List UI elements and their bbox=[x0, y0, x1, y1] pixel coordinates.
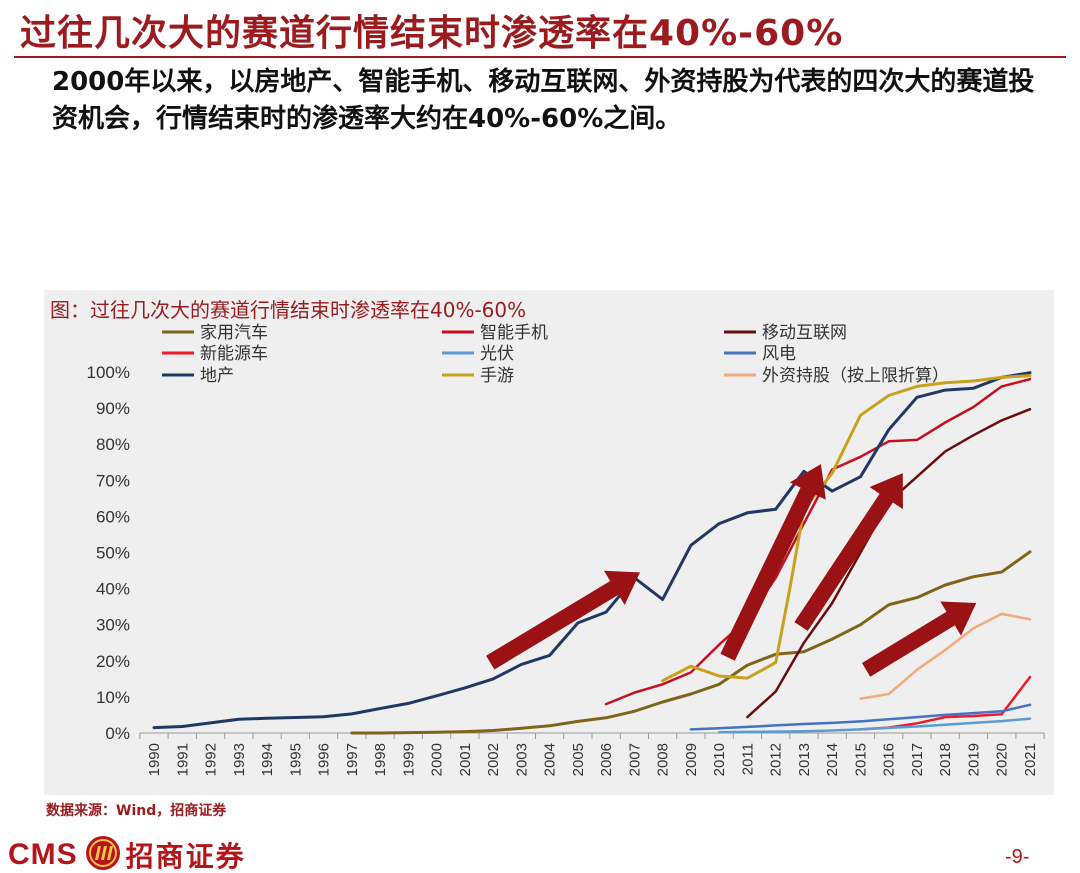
legend-item: 家用汽车 bbox=[162, 323, 268, 343]
y-tick-label: 90% bbox=[96, 399, 130, 418]
x-tick-label: 2009 bbox=[683, 743, 700, 776]
series-line bbox=[661, 374, 1032, 683]
y-tick-label: 20% bbox=[96, 652, 130, 671]
slide-subtitle: 2000年以来，以房地产、智能手机、移动互联网、外资持股为代表的四次大的赛道投资… bbox=[52, 67, 1035, 134]
x-tick-label: 2017 bbox=[909, 743, 926, 776]
x-tick-label: 2011 bbox=[739, 743, 756, 775]
x-tick-label: 1999 bbox=[400, 743, 417, 776]
legend-item: 智能手机 bbox=[442, 323, 548, 343]
logo-emblem-icon bbox=[84, 834, 122, 873]
x-tick-label: 2005 bbox=[570, 743, 587, 776]
trend-arrow bbox=[794, 473, 903, 631]
x-tick-label: 1996 bbox=[316, 743, 333, 776]
y-tick-label: 30% bbox=[96, 616, 130, 635]
x-tick-label: 2013 bbox=[796, 743, 813, 776]
series-line bbox=[350, 550, 1032, 735]
logo-cms-text: CMS bbox=[8, 838, 78, 871]
x-tick-label: 2010 bbox=[711, 743, 728, 776]
legend-label: 智能手机 bbox=[480, 323, 548, 343]
legend-label: 外资持股（按上限折算） bbox=[762, 366, 949, 386]
chart-title: 图：过往几次大的赛道行情结束时渗透率在40%-60% bbox=[50, 298, 527, 322]
x-tick-label: 2003 bbox=[513, 743, 530, 776]
legend-label: 风电 bbox=[762, 344, 796, 364]
trend-arrow bbox=[862, 601, 977, 677]
y-tick-label: 60% bbox=[96, 507, 130, 526]
x-tick-label: 2015 bbox=[852, 743, 869, 776]
series-line bbox=[859, 612, 1032, 700]
data-source: 数据来源：Wind，招商证券 bbox=[46, 803, 227, 819]
y-tick-label: 0% bbox=[105, 724, 130, 743]
x-tick-label: 2019 bbox=[965, 743, 982, 776]
legend-label: 地产 bbox=[200, 366, 234, 386]
x-tick-label: 1994 bbox=[259, 743, 276, 776]
x-tick-label: 1990 bbox=[146, 743, 163, 776]
legend-label: 移动互联网 bbox=[762, 323, 847, 343]
y-tick-label: 100% bbox=[87, 363, 130, 382]
y-tick-label: 50% bbox=[96, 544, 130, 563]
y-tick-label: 10% bbox=[96, 688, 130, 707]
legend-label: 新能源车 bbox=[200, 344, 268, 364]
trend-arrow bbox=[720, 464, 826, 661]
series-line bbox=[746, 407, 1032, 719]
x-tick-label: 1991 bbox=[174, 743, 191, 776]
page-number: -9- bbox=[1005, 846, 1030, 868]
x-tick-label: 2016 bbox=[881, 743, 898, 776]
x-tick-label: 1998 bbox=[372, 743, 389, 776]
x-tick-label: 1993 bbox=[231, 743, 248, 776]
x-tick-label: 2021 bbox=[1022, 743, 1039, 776]
y-tick-label: 40% bbox=[96, 580, 130, 599]
x-tick-label: 2002 bbox=[485, 743, 502, 776]
logo-company-name: 招商证券 bbox=[125, 840, 246, 873]
x-tick-label: 2012 bbox=[768, 743, 785, 776]
series-line bbox=[152, 371, 1032, 730]
x-tick-label: 2018 bbox=[937, 743, 954, 776]
x-tick-label: 2004 bbox=[542, 743, 559, 776]
y-tick-label: 80% bbox=[96, 435, 130, 454]
series-line bbox=[717, 717, 1032, 734]
legend-item: 地产 bbox=[162, 366, 234, 386]
series-line bbox=[689, 703, 1032, 731]
legend-label: 手游 bbox=[480, 366, 514, 386]
x-tick-label: 2008 bbox=[655, 743, 672, 776]
x-tick-label: 1995 bbox=[287, 743, 304, 776]
legend-item: 新能源车 bbox=[162, 344, 268, 364]
legend-item: 移动互联网 bbox=[724, 323, 847, 343]
legend-label: 家用汽车 bbox=[200, 323, 268, 343]
x-tick-label: 2014 bbox=[824, 743, 841, 776]
x-tick-label: 1992 bbox=[203, 743, 220, 776]
x-tick-label: 2000 bbox=[429, 743, 446, 776]
company-logo: CMS 招商证券 bbox=[8, 836, 246, 873]
x-tick-label: 2006 bbox=[598, 743, 615, 776]
trend-arrow bbox=[486, 570, 640, 670]
chart-background bbox=[44, 290, 1054, 795]
legend-item: 手游 bbox=[442, 366, 514, 386]
series-line bbox=[604, 377, 1032, 706]
x-tick-label: 2020 bbox=[994, 743, 1011, 776]
legend-item: 风电 bbox=[724, 344, 796, 364]
title-divider bbox=[14, 56, 1066, 58]
legend-item: 外资持股（按上限折算） bbox=[724, 366, 949, 386]
x-tick-label: 2007 bbox=[626, 743, 643, 776]
legend-item: 光伏 bbox=[442, 344, 514, 364]
line-chart: 0% 10% 20% 30% 40% 50% 60% 70% 80% 90% 100% 1990 199… bbox=[87, 323, 1045, 776]
slide-title: 过往几次大的赛道行情结束时渗透率在40%-60% bbox=[20, 13, 844, 54]
x-tick-label: 2001 bbox=[457, 743, 474, 776]
x-tick-label: 1997 bbox=[344, 743, 361, 776]
legend-label: 光伏 bbox=[480, 344, 514, 364]
y-tick-label: 70% bbox=[96, 471, 130, 490]
